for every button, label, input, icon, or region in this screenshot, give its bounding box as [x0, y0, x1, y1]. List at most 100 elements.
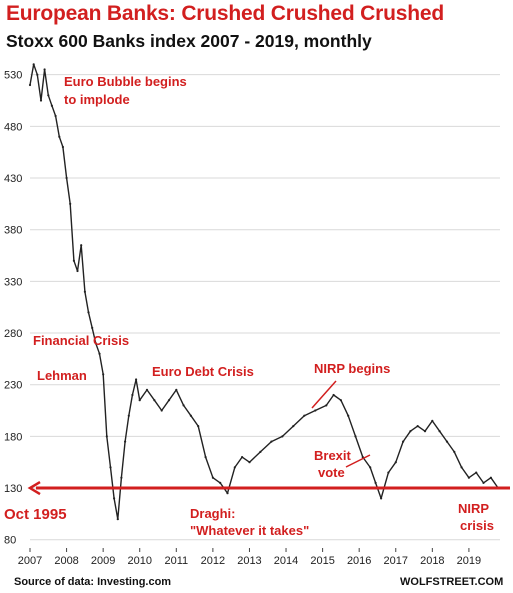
data-point — [32, 63, 35, 66]
y-tick-label-430: 430 — [4, 173, 22, 185]
data-point — [91, 326, 94, 329]
data-point — [39, 99, 43, 102]
y-tick-label-80: 80 — [4, 535, 16, 547]
data-point — [160, 409, 163, 412]
data-point — [54, 114, 57, 118]
data-point — [98, 352, 101, 355]
y-tick-label-530: 530 — [4, 70, 22, 82]
data-point — [219, 481, 222, 484]
data-point — [460, 466, 463, 469]
data-point — [233, 466, 236, 469]
annotation-draghi-line2: "Whatever it takes" — [190, 523, 309, 538]
data-point — [332, 393, 335, 397]
x-tick-label-2016: 2016 — [347, 555, 371, 567]
source-note: Source of data: Investing.com — [14, 576, 171, 588]
data-point — [380, 497, 383, 500]
data-point — [374, 481, 377, 484]
x-tick-label-2019: 2019 — [457, 555, 481, 567]
data-point — [120, 476, 123, 479]
y-tick-label-180: 180 — [4, 431, 22, 443]
reference-layer — [27, 480, 510, 496]
y-tick-label-130: 130 — [4, 483, 22, 495]
y-tick-label-480: 480 — [4, 121, 22, 133]
data-point — [43, 68, 46, 71]
nirp-begins-pointer — [311, 380, 337, 409]
data-point — [61, 145, 64, 149]
data-point — [445, 440, 449, 443]
y-tick-label-330: 330 — [4, 276, 22, 288]
data-point — [402, 440, 405, 443]
x-tick-label-2011: 2011 — [164, 555, 188, 567]
data-point — [347, 414, 350, 417]
x-tick-label-2013: 2013 — [237, 555, 261, 567]
data-point — [145, 388, 149, 391]
annotation-nirp-crisis-line2: crisis — [460, 518, 494, 533]
data-point — [83, 290, 86, 293]
data-point — [416, 425, 419, 428]
data-point — [153, 399, 156, 402]
data-point — [28, 83, 32, 87]
data-point — [80, 244, 83, 247]
annotation-lehman: Lehman — [37, 368, 87, 383]
annotation-brexit-line1: Brexit — [314, 448, 352, 463]
annotation-nirp-begins: NIRP begins — [314, 361, 390, 376]
x-tick-label-2014: 2014 — [274, 555, 298, 567]
annotation-euro-bubble-line1: Euro Bubble begins — [64, 74, 187, 89]
data-point — [281, 435, 284, 438]
x-axis-ticks: 2007 2008 2009 2010 2011 2012 2013 2014 2015 2016… — [18, 548, 481, 567]
x-tick-label-2008: 2008 — [54, 555, 78, 567]
data-point — [124, 440, 127, 443]
annotation-brexit-line2: vote — [318, 465, 345, 480]
data-point — [354, 435, 357, 438]
data-point — [314, 409, 317, 412]
chart-title: European Banks: Crushed Crushed Crushed — [6, 2, 444, 25]
data-point — [226, 492, 229, 495]
data-point — [467, 476, 470, 479]
x-tick-label-2015: 2015 — [310, 555, 334, 567]
data-point — [189, 414, 192, 417]
data-point — [47, 94, 50, 97]
data-point — [72, 259, 75, 262]
annotation-euro-debt-crisis: Euro Debt Crisis — [152, 364, 254, 379]
data-point — [211, 476, 214, 479]
data-point — [105, 435, 108, 438]
data-point — [248, 461, 251, 464]
data-point — [387, 471, 390, 474]
data-point — [339, 399, 342, 402]
gridlines — [30, 74, 500, 541]
data-point — [138, 399, 141, 402]
data-point — [36, 73, 39, 76]
data-point — [113, 497, 116, 500]
data-point — [87, 311, 90, 314]
data-point — [131, 393, 134, 397]
data-point — [94, 342, 97, 345]
data-point — [259, 450, 262, 453]
credit-note: WOLFSTREET.COM — [400, 576, 503, 588]
y-axis-ticks: 80 130 180 230 280 330 380 430 480 530 — [4, 70, 22, 547]
data-point — [175, 388, 178, 391]
data-point — [394, 461, 397, 464]
annotation-financial-crisis: Financial Crisis — [33, 333, 129, 348]
data-point — [109, 466, 112, 469]
data-point — [475, 471, 478, 474]
data-point — [431, 419, 434, 422]
data-point — [241, 456, 244, 459]
data-point — [204, 456, 207, 459]
data-point — [409, 430, 412, 433]
data-point — [127, 414, 130, 417]
data-point — [438, 430, 441, 433]
data-point — [423, 430, 427, 433]
annotation-nirp-crisis-line1: NIRP — [458, 501, 489, 516]
series-layer — [28, 63, 500, 521]
x-tick-label-2018: 2018 — [420, 555, 444, 567]
data-point — [270, 440, 273, 443]
data-point — [102, 373, 105, 376]
data-point — [65, 176, 68, 180]
reference-arrow-head — [27, 480, 41, 496]
data-point — [167, 399, 171, 402]
data-point — [453, 450, 456, 453]
annotation-draghi-line1: Draghi: — [190, 506, 236, 521]
x-tick-label-2012: 2012 — [201, 555, 225, 567]
data-point — [303, 414, 306, 417]
data-point — [325, 404, 328, 407]
